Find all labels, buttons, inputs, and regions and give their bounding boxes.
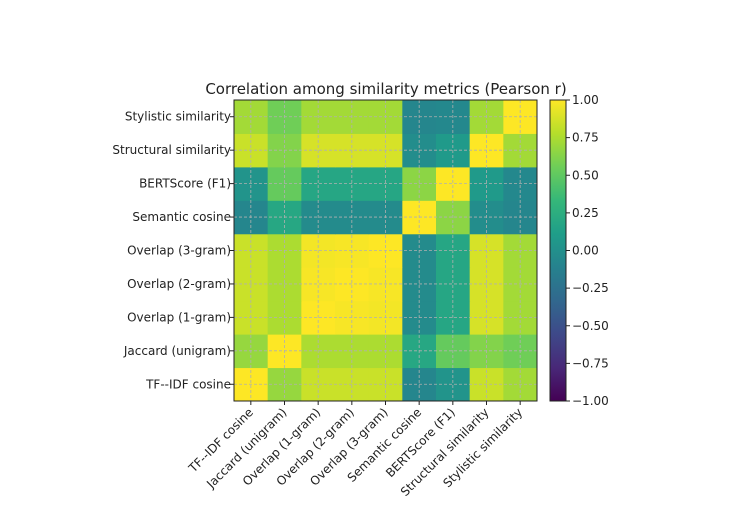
colorbar-tick-label: 0.75: [572, 131, 599, 145]
colorbar-tick-label: −0.75: [572, 356, 609, 370]
y-tick-label: Stylistic similarity: [125, 110, 231, 124]
y-tick-label: Overlap (2-gram): [127, 277, 231, 291]
y-tick-label: Semantic cosine: [132, 210, 231, 224]
colorbar-tick-label: 0.50: [572, 168, 599, 182]
y-tick-label: Overlap (3-gram): [127, 244, 231, 258]
colorbar-tick-label: 0.00: [572, 244, 599, 258]
colorbar-tick-label: −1.00: [572, 394, 609, 408]
colorbar-tick-label: −0.25: [572, 281, 609, 295]
y-tick-label: Jaccard (unigram): [123, 344, 231, 358]
y-tick-label: Structural similarity: [112, 143, 231, 157]
colorbar-tick-label: 1.00: [572, 93, 599, 107]
y-tick-label: TF--IDF cosine: [145, 377, 231, 391]
chart-title: Correlation among similarity metrics (Pe…: [205, 80, 566, 98]
y-tick-label: BERTScore (F1): [139, 177, 231, 191]
colorbar: [549, 99, 567, 402]
colorbar-tick-label: −0.50: [572, 319, 609, 333]
y-tick-label: Overlap (1-gram): [127, 310, 231, 324]
colorbar-tick-label: 0.25: [572, 206, 599, 220]
